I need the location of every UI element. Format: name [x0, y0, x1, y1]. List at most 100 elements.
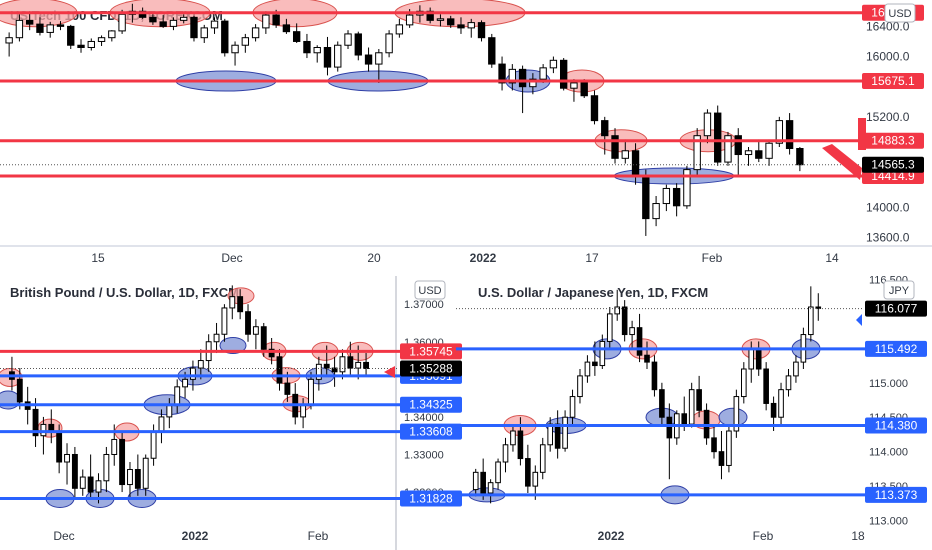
- levels-usdjpy: 115.492 114.380 113.373 116.077: [456, 300, 927, 503]
- x-tick-label: 2022: [470, 251, 497, 265]
- candle: [363, 361, 370, 369]
- candle: [601, 120, 609, 137]
- candle: [502, 444, 509, 463]
- candle: [467, 22, 475, 29]
- level-price-label: 1.31828: [409, 492, 453, 506]
- current-price-label: 14565.3: [871, 158, 915, 172]
- candle: [241, 37, 250, 46]
- candle: [629, 327, 635, 336]
- candle: [308, 378, 314, 407]
- candle: [559, 59, 568, 89]
- candle: [180, 16, 188, 21]
- x-tick-label: 18: [851, 529, 865, 543]
- x-tick-label: Feb: [308, 529, 329, 543]
- candle: [150, 431, 157, 459]
- candles-gbpusd: [8, 285, 370, 504]
- candle: [642, 175, 650, 220]
- candles-us-tech-100: [5, 3, 804, 236]
- candle: [46, 24, 54, 33]
- candle: [245, 311, 251, 335]
- candle: [149, 16, 157, 23]
- level-price-label: 115.492: [875, 342, 918, 356]
- candle: [718, 451, 725, 466]
- y-tick-label: 115.000: [869, 378, 908, 390]
- candle: [696, 389, 702, 411]
- candle: [127, 469, 133, 486]
- candle: [111, 438, 118, 455]
- candle: [472, 471, 479, 491]
- candle: [40, 423, 47, 437]
- candle: [549, 59, 558, 69]
- level-price-label: 113.373: [875, 488, 918, 502]
- y-tick-label: 16000.0: [866, 50, 910, 64]
- candle: [237, 296, 244, 313]
- currency-badge-box: [414, 280, 446, 300]
- level-price-badge: [400, 396, 462, 413]
- candle: [313, 46, 321, 54]
- y-axis-us-tech-100: 16400.0 16000.0 15200.0 14000.0 13600.0: [866, 19, 910, 244]
- current-price-badge: [865, 300, 927, 317]
- x-tick-label: 20: [367, 251, 381, 265]
- candle: [631, 150, 640, 177]
- candle: [300, 405, 307, 418]
- candle: [592, 361, 598, 367]
- candle: [733, 396, 740, 432]
- candle: [487, 482, 494, 494]
- candle: [64, 453, 70, 463]
- candle: [636, 327, 643, 356]
- currency-badge-gbpusd[interactable]: USD: [414, 280, 446, 300]
- candle: [488, 37, 496, 65]
- candle: [344, 33, 352, 46]
- currency-badge-usdjpy[interactable]: JPY: [883, 280, 915, 300]
- candle: [134, 469, 141, 489]
- candle: [251, 27, 260, 39]
- currency-badge-label: JPY: [889, 285, 910, 297]
- candle: [276, 356, 283, 384]
- candle: [652, 203, 660, 220]
- candle: [590, 95, 599, 122]
- candle: [621, 306, 628, 336]
- candle: [323, 363, 330, 369]
- candle: [570, 82, 578, 89]
- candle: [303, 40, 311, 54]
- candle: [323, 46, 332, 68]
- candle: [683, 169, 691, 207]
- x-tick-label: Dec: [53, 529, 74, 543]
- currency-badge-us-tech-100[interactable]: USD: [884, 3, 916, 23]
- x-tick-label: 15: [91, 251, 105, 265]
- candle: [25, 19, 34, 25]
- pane-us-tech-100[interactable]: US Tech 100 CFD, 1D, FOREXCOM 16400.0160…: [0, 0, 924, 265]
- support-zone-marker: [718, 407, 748, 427]
- candle: [36, 23, 44, 33]
- candle: [56, 431, 63, 463]
- candle: [79, 476, 86, 489]
- candle: [16, 378, 23, 403]
- candle: [118, 13, 126, 32]
- candle: [158, 416, 165, 433]
- pane-usdjpy[interactable]: U.S. Dollar / Japanese Yen, 1D, FXCM 116…: [456, 274, 927, 543]
- candle: [97, 37, 106, 42]
- level-price-label: 1.35745: [409, 344, 453, 358]
- currency-badge-box: [884, 3, 916, 23]
- candle: [355, 361, 362, 369]
- y-tick-label: 114.000: [869, 447, 908, 459]
- candle: [525, 458, 531, 487]
- current-price-label: 116.077: [875, 302, 918, 316]
- current-price-label: 1.35288: [409, 362, 453, 376]
- candle: [808, 306, 814, 336]
- current-price-badge: [862, 156, 924, 173]
- candle: [95, 480, 102, 493]
- candle: [796, 148, 804, 166]
- candle: [108, 30, 116, 39]
- zones-usdjpy: [468, 338, 821, 505]
- candle: [221, 20, 229, 54]
- candle: [569, 396, 576, 418]
- candle: [15, 19, 24, 39]
- candle: [517, 430, 524, 460]
- candle: [644, 354, 650, 363]
- candle: [785, 375, 792, 391]
- candle: [666, 416, 673, 439]
- level-price-badge: [862, 73, 924, 90]
- pane-gbpusd[interactable]: British Pound / U.S. Dollar, 1D, FXCM 1.…: [0, 280, 462, 543]
- decorations-usdjpy: [856, 314, 862, 326]
